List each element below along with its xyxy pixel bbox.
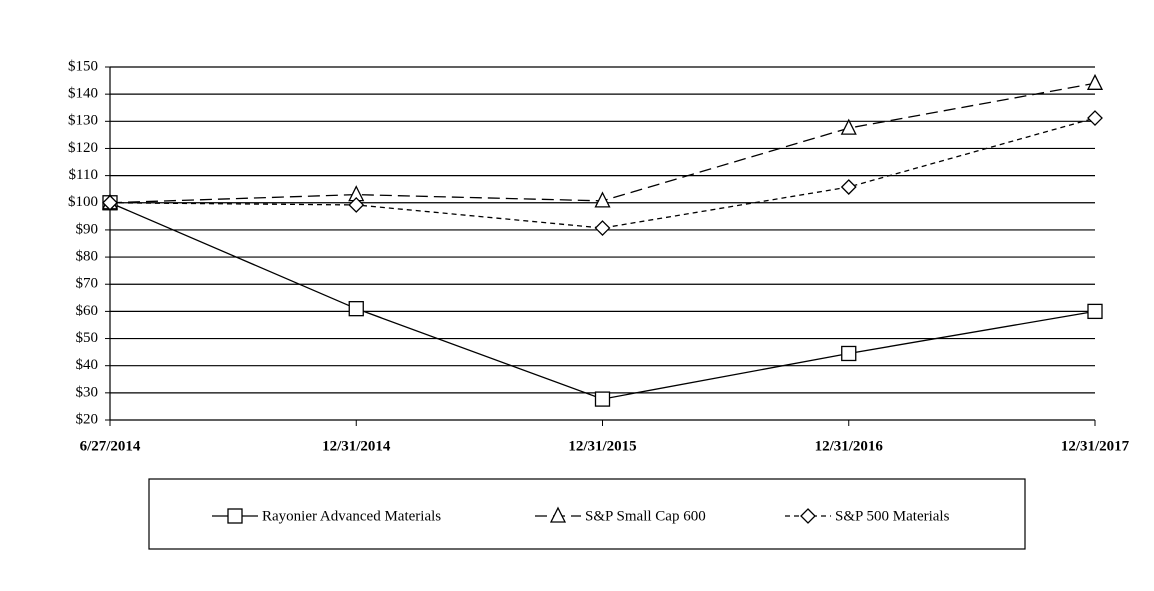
- marker: [841, 345, 857, 362]
- legend-box: [148, 478, 1026, 550]
- legend-marker: [800, 508, 816, 524]
- marker: [1086, 73, 1104, 90]
- marker: [840, 118, 857, 135]
- legend-label: Rayonier Advanced Materials: [262, 508, 441, 524]
- y-tick-label: $50: [76, 330, 99, 346]
- series-line: [109, 117, 1096, 229]
- legend-marker: [227, 508, 243, 524]
- y-tick-label: $110: [69, 167, 98, 183]
- y-tick-label: $30: [76, 384, 99, 400]
- legend-label: S&P 500 Materials: [835, 508, 950, 524]
- marker: [1087, 110, 1103, 126]
- marker: [348, 301, 364, 317]
- y-tick-label: $80: [76, 249, 99, 265]
- x-tick-label: 12/31/2016: [815, 438, 884, 454]
- y-tick-label: $140: [68, 86, 98, 102]
- x-tick-label: 12/31/2014: [322, 438, 391, 454]
- legend-marker: [549, 506, 567, 523]
- y-tick-label: $70: [76, 276, 99, 292]
- y-tick-label: $100: [68, 194, 98, 210]
- y-tick-label: $60: [76, 303, 99, 319]
- marker: [840, 179, 857, 195]
- marker: [102, 194, 118, 211]
- series-line: [109, 82, 1096, 204]
- y-tick-label: $20: [76, 411, 99, 427]
- x-tick-label: 6/27/2014: [80, 438, 141, 454]
- y-tick-label: $120: [68, 140, 98, 156]
- legend-label: S&P Small Cap 600: [585, 508, 706, 524]
- marker: [1087, 303, 1103, 320]
- y-tick-label: $40: [76, 357, 99, 373]
- y-tick-label: $150: [68, 58, 98, 74]
- y-tick-label: $90: [76, 221, 99, 237]
- marker: [594, 391, 611, 407]
- x-tick-label: 12/31/2017: [1061, 438, 1130, 454]
- x-tick-label: 12/31/2015: [568, 438, 636, 454]
- marker: [348, 197, 365, 213]
- marker: [594, 220, 611, 236]
- y-tick-label: $130: [68, 113, 98, 129]
- marker: [594, 191, 611, 208]
